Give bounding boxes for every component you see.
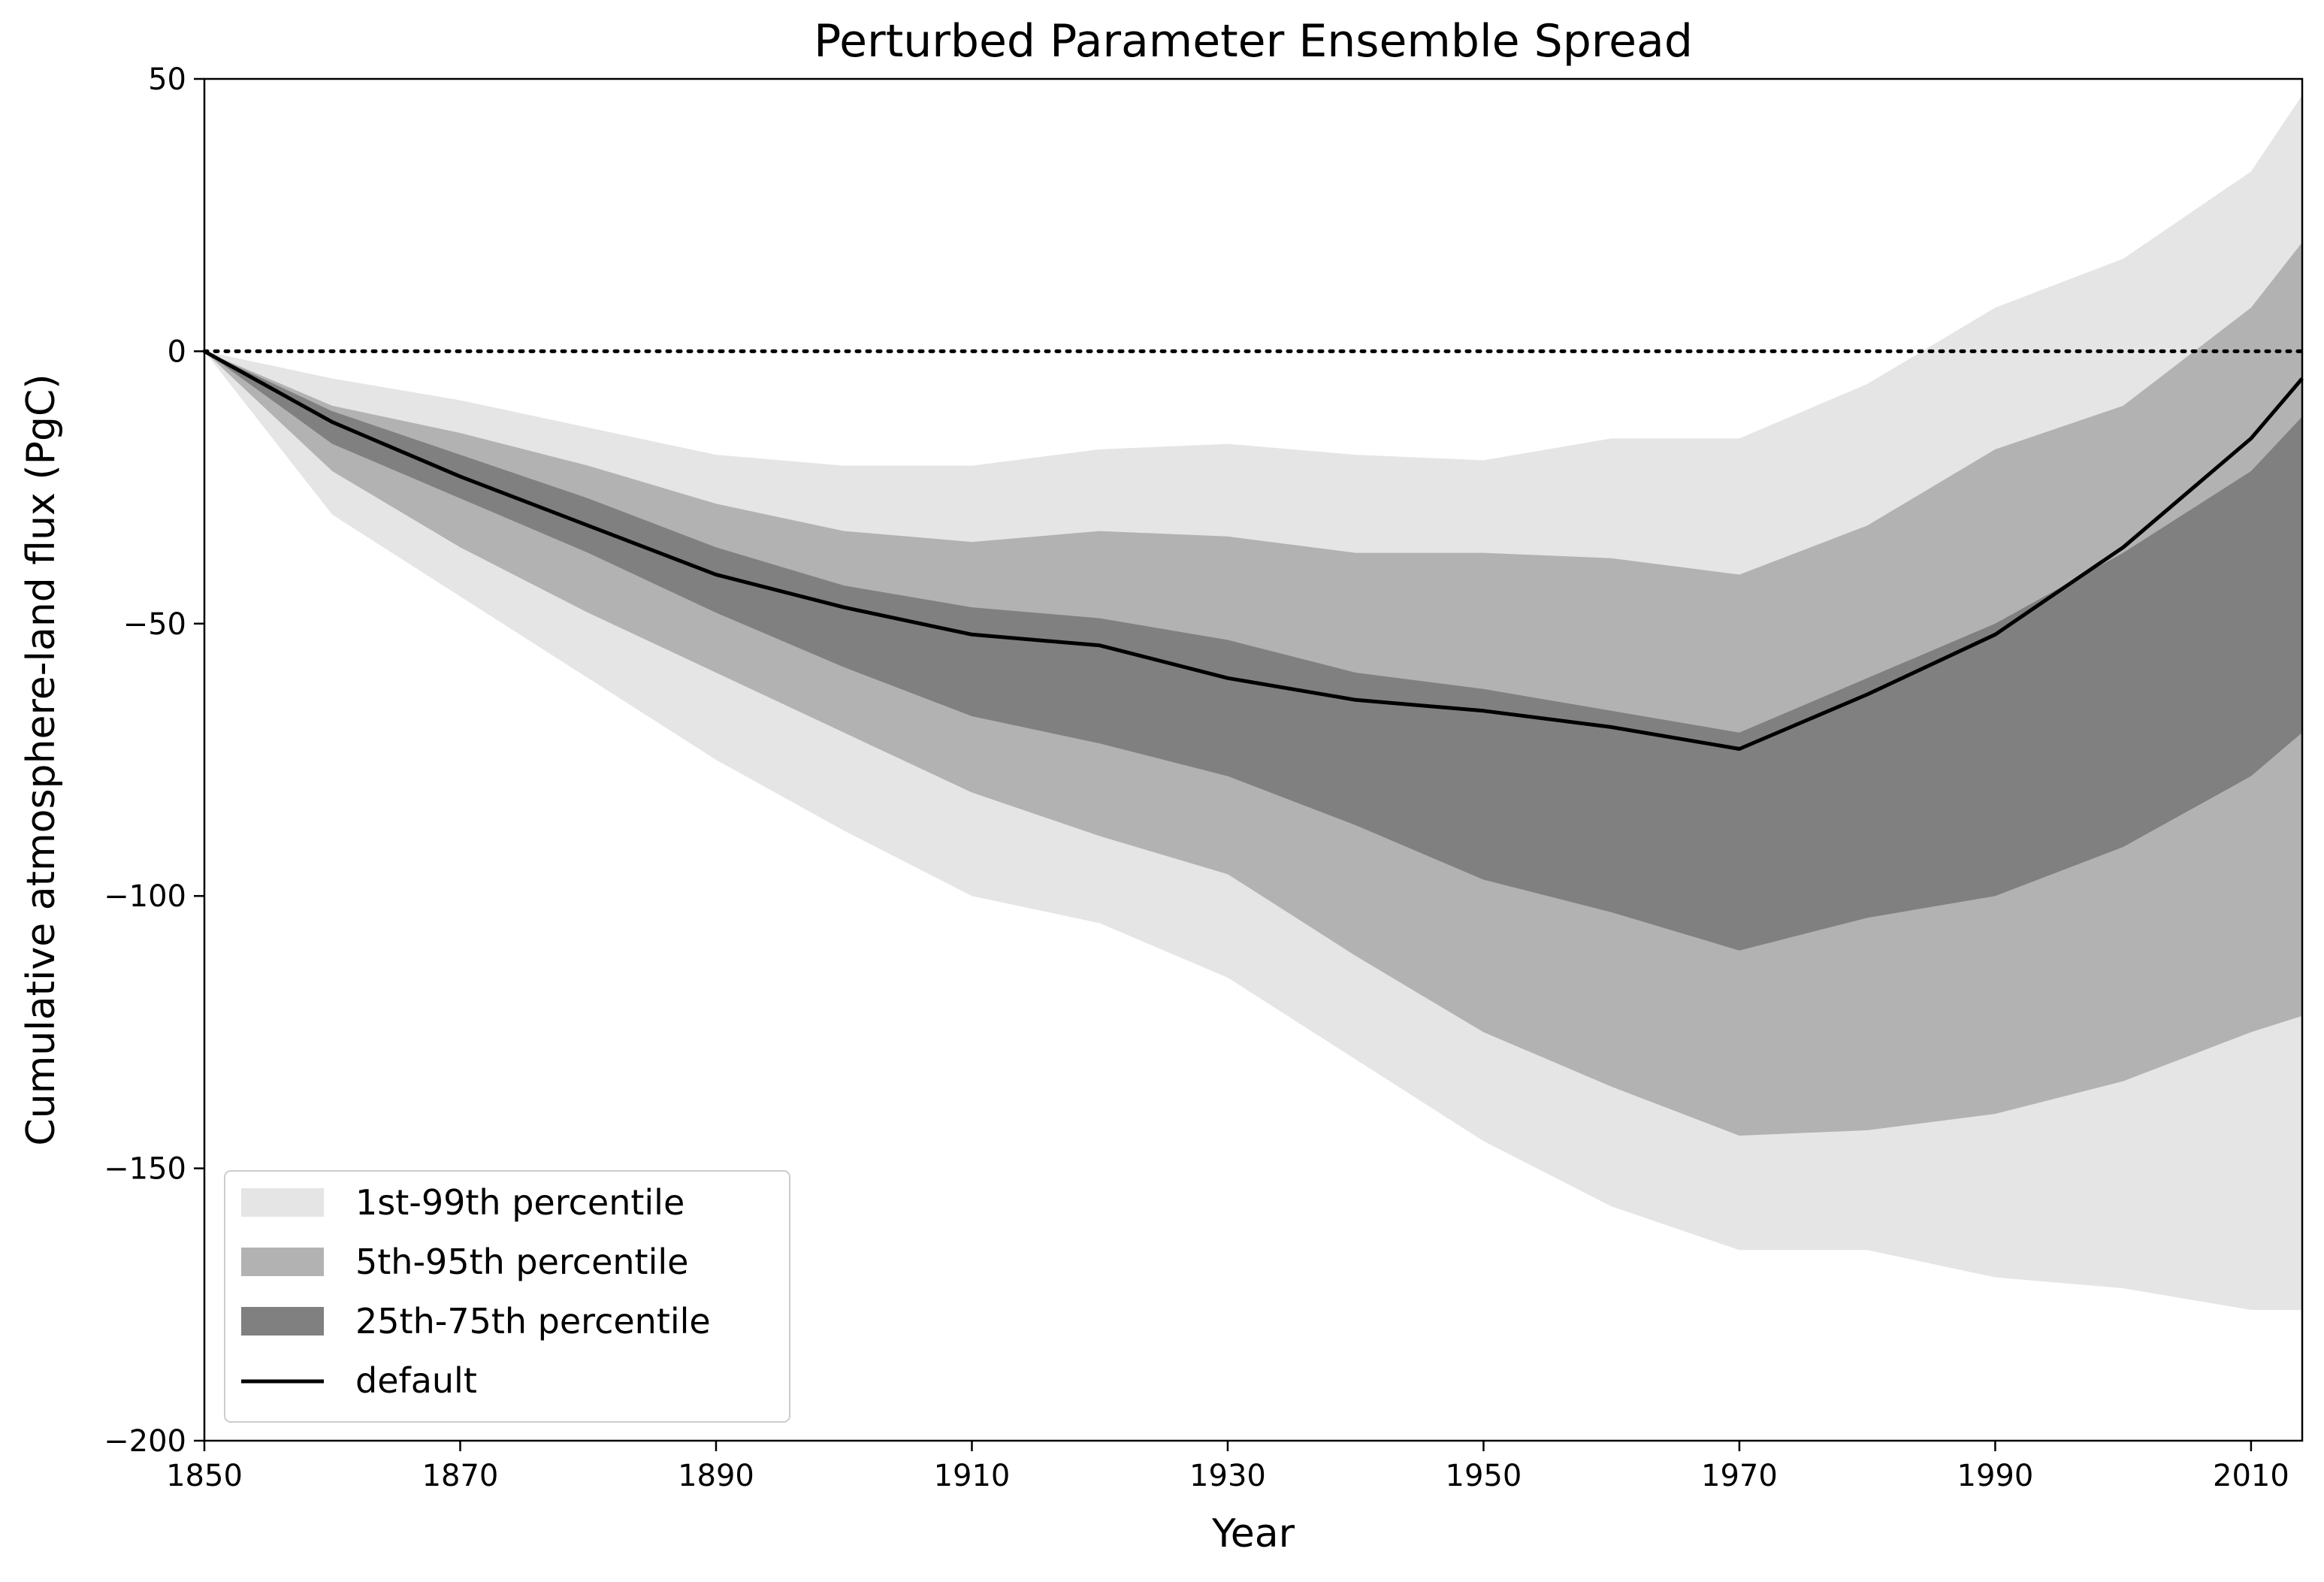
- y-tick-label-1: 0: [168, 334, 186, 369]
- legend: 1st-99th percentile 5th-95th percentile …: [224, 1170, 790, 1423]
- y-axis-label: Cumulative atmosphere-land flux (PgC): [19, 374, 64, 1145]
- series-line-default: [203, 349, 2304, 751]
- legend-swatch-5-95: [241, 1248, 324, 1276]
- x-tick-label-1930: 1930: [1189, 1459, 1266, 1493]
- legend-swatch-1-99: [241, 1188, 324, 1217]
- y-tick-label-2: −50: [123, 607, 186, 642]
- band-25th-75th-percentile: [204, 351, 2302, 951]
- legend-label-default: default: [355, 1360, 477, 1401]
- y-tick-label-0: 50: [148, 62, 186, 97]
- plot-frame: [203, 77, 2304, 1442]
- bands-layer: [204, 95, 2302, 1311]
- y-tick-label-5: −200: [104, 1424, 186, 1459]
- x-tick-label-1970: 1970: [1701, 1459, 1778, 1493]
- x-tick-label-1990: 1990: [1957, 1459, 2034, 1493]
- legend-label-5-95: 5th-95th percentile: [355, 1242, 688, 1282]
- y-tick-label-4: −150: [104, 1152, 186, 1187]
- legend-swatch-25-75: [241, 1307, 324, 1335]
- x-axis-label: Year: [1211, 1511, 1295, 1556]
- x-tick-label-1890: 1890: [678, 1459, 754, 1493]
- legend-box: [224, 1170, 790, 1423]
- legend-label-25-75: 25th-75th percentile: [355, 1301, 711, 1342]
- chart-title: Perturbed Parameter Ensemble Spread: [814, 15, 1693, 68]
- x-tick-label-1950: 1950: [1446, 1459, 1522, 1493]
- legend-label-1-99: 1st-99th percentile: [355, 1182, 685, 1223]
- series-layer: [203, 349, 2304, 751]
- x-tick-label-1870: 1870: [422, 1459, 499, 1493]
- y-tick-label-3: −100: [104, 879, 186, 914]
- x-tick-label-2010: 2010: [2213, 1459, 2289, 1493]
- x-tick-label-1910: 1910: [934, 1459, 1011, 1493]
- x-axis-ticks: 1850 1870 1890 1910 1930 1950 1970 1990 2010: [166, 1441, 2289, 1493]
- y-axis-ticks: 50 0 −50 −100 −150 −200: [104, 62, 204, 1459]
- x-tick-label-1850: 1850: [166, 1459, 243, 1493]
